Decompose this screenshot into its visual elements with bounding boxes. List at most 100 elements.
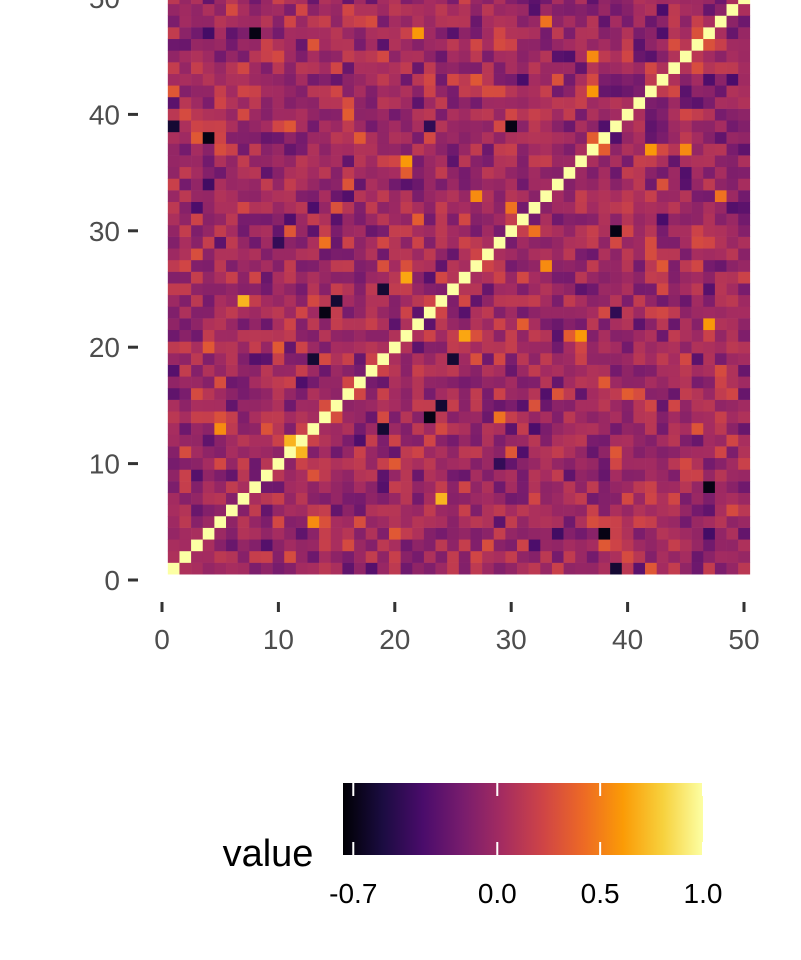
heatmap-cell — [656, 143, 669, 156]
heatmap-cell — [365, 422, 378, 435]
heatmap-cell — [365, 236, 378, 249]
heatmap-cell — [226, 201, 238, 214]
heatmap-cell — [202, 422, 215, 435]
heatmap-cell — [679, 481, 692, 493]
heatmap-cell — [377, 131, 390, 144]
heatmap-cell — [714, 294, 727, 307]
heatmap-cell — [377, 446, 390, 459]
heatmap-cell — [400, 539, 413, 552]
heatmap-cell — [726, 155, 739, 168]
heatmap-cell — [551, 306, 564, 319]
heatmap-cell — [319, 457, 332, 470]
heatmap-cell — [214, 155, 227, 168]
heatmap-cell — [563, 15, 576, 28]
heatmap-cell — [563, 446, 576, 459]
heatmap-cell — [237, 120, 250, 133]
heatmap-cell — [214, 50, 227, 63]
heatmap-cell — [738, 166, 751, 179]
heatmap-cell — [423, 50, 436, 63]
heatmap-cell — [703, 481, 716, 493]
heatmap-cell — [458, 3, 471, 16]
heatmap-cell — [249, 411, 262, 424]
heatmap-cell — [365, 50, 378, 63]
heatmap-cell — [214, 306, 227, 319]
heatmap-cell — [447, 539, 460, 552]
heatmap-cell — [226, 15, 238, 28]
heatmap-cell — [691, 27, 704, 40]
heatmap-cell — [517, 178, 529, 191]
heatmap-cell — [656, 550, 669, 563]
heatmap-cell — [575, 399, 588, 412]
heatmap-cell — [540, 50, 553, 63]
heatmap-cell — [493, 306, 506, 319]
heatmap-cell — [214, 457, 227, 470]
heatmap-cell — [633, 399, 646, 412]
heatmap-cell — [551, 387, 564, 400]
heatmap-cell — [179, 201, 192, 214]
heatmap-cell — [470, 457, 483, 470]
heatmap-cell — [319, 143, 332, 156]
heatmap-cell — [260, 213, 273, 226]
heatmap-cell — [179, 248, 192, 261]
heatmap-cell — [493, 85, 506, 98]
heatmap-cell — [272, 411, 285, 424]
heatmap-cell — [295, 224, 308, 237]
heatmap-cell — [307, 294, 320, 307]
heatmap-cell — [202, 329, 215, 342]
heatmap-cell — [226, 213, 238, 226]
heatmap-cell — [179, 411, 192, 424]
heatmap-cell — [679, 271, 692, 284]
heatmap-cell — [342, 15, 355, 28]
heatmap-cell — [179, 539, 192, 552]
heatmap-cell — [179, 562, 192, 575]
heatmap-cell — [412, 62, 425, 74]
heatmap-cell — [575, 504, 588, 517]
heatmap-cell — [260, 457, 273, 470]
x-tick-label: 50 — [728, 624, 759, 655]
heatmap-cell — [226, 457, 238, 470]
heatmap-cell — [551, 224, 564, 237]
heatmap-cell — [598, 108, 611, 121]
heatmap-cell — [714, 38, 727, 51]
heatmap-cell — [319, 62, 332, 74]
heatmap-cell — [447, 178, 460, 191]
heatmap-cell — [260, 3, 273, 16]
heatmap-cell — [435, 562, 448, 575]
heatmap-cell — [435, 85, 448, 98]
heatmap-cell — [482, 259, 495, 272]
heatmap-cell — [226, 481, 238, 493]
heatmap-cell — [610, 120, 623, 133]
heatmap-cell — [214, 201, 227, 214]
heatmap-cell — [563, 329, 576, 342]
heatmap-cell — [377, 341, 390, 354]
heatmap-cell — [482, 481, 495, 493]
heatmap-cell — [354, 178, 366, 191]
heatmap-cell — [272, 364, 285, 377]
heatmap-cell — [621, 38, 634, 51]
heatmap-cell — [330, 155, 343, 168]
heatmap-cell — [447, 27, 460, 40]
heatmap-cell — [412, 259, 425, 272]
heatmap-cell — [423, 178, 436, 191]
heatmap-cell — [645, 446, 657, 459]
heatmap-cell — [354, 539, 366, 552]
heatmap-cell — [260, 341, 273, 354]
heatmap-cell — [726, 294, 739, 307]
heatmap-cell — [272, 201, 285, 214]
heatmap-cell — [517, 213, 529, 226]
heatmap-cell — [621, 85, 634, 98]
heatmap-cell — [423, 539, 436, 552]
heatmap-cell — [470, 492, 483, 505]
heatmap-cell — [458, 259, 471, 272]
heatmap-cell — [668, 50, 681, 63]
heatmap-cell — [295, 248, 308, 261]
heatmap-cell — [295, 131, 308, 144]
heatmap-cell — [447, 259, 460, 272]
heatmap-cell — [517, 515, 529, 528]
heatmap-cell — [551, 155, 564, 168]
heatmap-cell — [621, 318, 634, 331]
heatmap-cell — [226, 364, 238, 377]
heatmap-cell — [575, 457, 588, 470]
heatmap-cell — [598, 539, 611, 552]
heatmap-cell — [307, 353, 320, 365]
